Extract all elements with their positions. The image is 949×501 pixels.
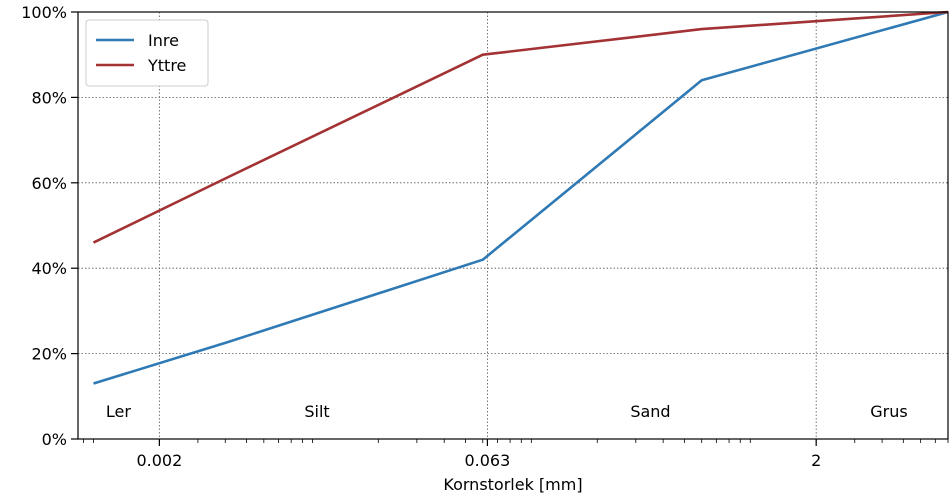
legend-entry-yttre: Yttre bbox=[96, 56, 186, 75]
legend-entry-inre: Inre bbox=[96, 31, 179, 50]
region-labels: Ler Silt Sand Grus bbox=[106, 402, 908, 421]
region-label-ler: Ler bbox=[106, 402, 131, 421]
region-label-silt: Silt bbox=[304, 402, 329, 421]
x-tick-label: 0.063 bbox=[464, 451, 510, 470]
legend-label-yttre: Yttre bbox=[147, 56, 186, 75]
y-tick-label: 20% bbox=[31, 345, 67, 364]
legend-box bbox=[85, 19, 209, 87]
series-layer bbox=[92, 10, 949, 385]
legend-label-inre: Inre bbox=[148, 31, 179, 50]
y-tick-label: 0% bbox=[42, 430, 67, 449]
region-label-sand: Sand bbox=[630, 402, 670, 421]
y-tick-label: 60% bbox=[31, 174, 67, 193]
series-line-inre bbox=[93, 10, 949, 385]
y-tick-label: 40% bbox=[31, 259, 67, 278]
legend: Inre Yttre bbox=[85, 19, 209, 87]
y-tick-label: 80% bbox=[31, 88, 67, 107]
x-tick-label: 2 bbox=[811, 451, 821, 470]
x-axis-label: Kornstorlek [mm] bbox=[443, 475, 582, 494]
y-tick-label: 100% bbox=[21, 3, 67, 22]
series-line-yttre bbox=[92, 10, 949, 244]
region-label-grus: Grus bbox=[870, 402, 907, 421]
x-tick-label: 0.002 bbox=[136, 451, 182, 470]
plot-area-frame bbox=[77, 11, 949, 440]
axis-ticks: 0.002 0.063 20%20%40%60%80%100% bbox=[21, 3, 949, 470]
